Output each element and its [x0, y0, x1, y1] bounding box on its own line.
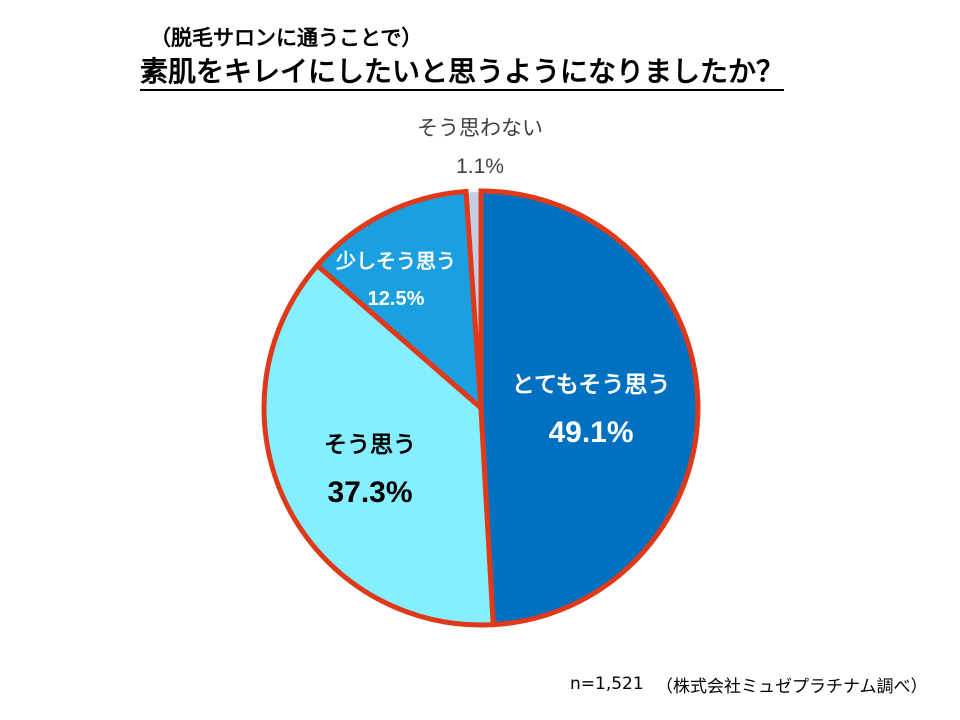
- slice-label-4: そう思わない: [417, 116, 543, 140]
- slice-label-3: 少しそう思う: [335, 249, 456, 273]
- slice-value-label-4: 1.1%: [456, 155, 504, 178]
- chart-subtitle: （脱毛サロンに通うことで）: [150, 26, 423, 50]
- slice-value-label-2: 37.3%: [327, 476, 412, 509]
- pie-slice-outline-3: [313, 188, 484, 414]
- chart-title: 素肌をキレイにしたいと思うようになりましたか？: [140, 55, 785, 92]
- sample-size: n=1,521: [570, 674, 644, 694]
- pie-outlines: [261, 188, 701, 628]
- slice-label-1: とてもそう思う: [512, 372, 671, 398]
- pie-slice-outline-2: [261, 261, 496, 628]
- slice-value-label-1: 49.1%: [548, 416, 633, 449]
- pie-labels: とてもそう思う 49.1% そう思う 37.3% 少しそう思う 12.5% そう思わない 1.…: [324, 116, 670, 509]
- slice-label-2: そう思う: [324, 432, 416, 458]
- slice-value-label-3: 12.5%: [368, 288, 425, 310]
- data-source: （株式会社ミュゼプラチナム調べ）: [656, 677, 928, 697]
- pie-slice-outline-1: [478, 188, 701, 628]
- pie-slice-1: [480, 189, 699, 626]
